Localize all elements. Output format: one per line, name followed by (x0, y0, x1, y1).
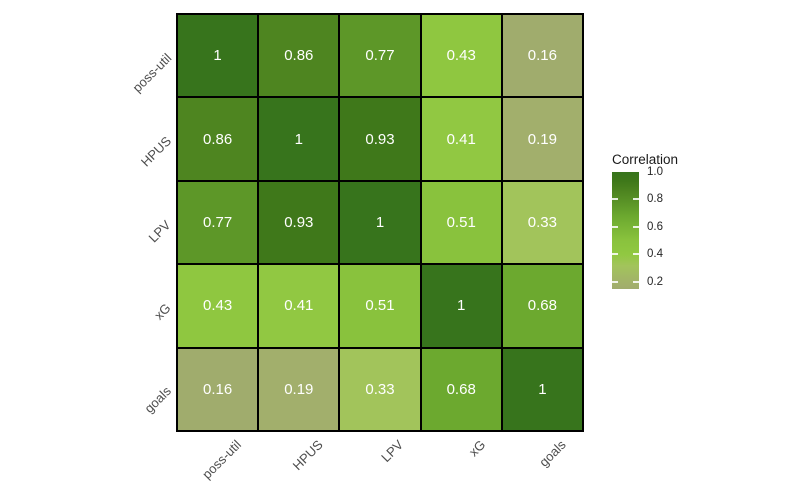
heatmap-cell-poss-util-LPV: 0.77 (340, 15, 420, 97)
cell-value: 0.68 (527, 297, 557, 315)
legend-tick-label: 0.2 (647, 275, 663, 288)
heatmap-cell-LPV-goals: 0.33 (502, 181, 582, 264)
cell-value: 0.41 (284, 297, 314, 315)
heatmap-cell-HPUS-poss-util: 0.86 (178, 98, 258, 180)
heatmap-cell-goals-HPUS: 0.19 (259, 348, 339, 430)
cell-value: 0.77 (202, 213, 233, 231)
cell-value: 0.68 (446, 380, 476, 398)
heatmap-cell-xG-goals: 0.68 (502, 265, 582, 347)
cell-value: 0.86 (284, 47, 314, 65)
cell-value: 1 (294, 130, 303, 148)
heatmap-cell-HPUS-HPUS: 1 (259, 98, 339, 180)
cell-value: 0.93 (284, 213, 314, 231)
legend-tick-mark (612, 225, 618, 228)
heatmap-grid: 1 0.86 0.77 0.43 0.16 0.86 1 0.93 0.41 0.19 0.77 0.… (176, 13, 584, 432)
cell-value: 0.43 (202, 297, 233, 315)
legend-tick-label: 0.8 (647, 193, 663, 206)
cell-value: 0.41 (446, 130, 476, 148)
heatmap-cell-HPUS-xG: 0.41 (421, 98, 501, 180)
cell-value: 0.51 (365, 297, 395, 315)
cell-value: 0.77 (365, 47, 395, 65)
legend-tick-mark (612, 253, 618, 256)
x-axis-label-HPUS: HPUS (289, 437, 326, 474)
cell-value: 1 (213, 47, 222, 65)
heatmap-cell-LPV-LPV: 1 (340, 181, 420, 264)
legend-tick-label: 0.4 (647, 248, 663, 261)
cell-value: 0.33 (527, 213, 557, 231)
x-axis-label-poss-util: poss-util (199, 437, 245, 482)
y-axis-label-xG: xG (151, 300, 174, 323)
y-axis-label-HPUS: HPUS (137, 133, 174, 170)
cell-value: 1 (375, 213, 385, 231)
y-axis-label-LPV: LPV (145, 216, 174, 245)
heatmap-cell-xG-poss-util: 0.43 (178, 265, 258, 347)
x-axis-label-LPV: LPV (378, 437, 407, 465)
x-axis-label-xG: xG (465, 437, 488, 460)
cell-value: 0.16 (202, 380, 233, 398)
heatmap-cell-xG-LPV: 0.51 (340, 265, 420, 347)
heatmap-cell-poss-util-poss-util: 1 (178, 15, 258, 97)
heatmap-cell-HPUS-goals: 0.19 (502, 98, 582, 180)
heatmap-cell-LPV-xG: 0.51 (421, 181, 501, 264)
legend-tick-label: 0.6 (647, 220, 663, 233)
cell-value: 1 (538, 380, 547, 398)
heatmap-cell-goals-LPV: 0.33 (340, 348, 420, 430)
cell-value: 0.43 (446, 47, 476, 65)
legend-tick-mark (633, 253, 639, 256)
legend-tick-mark (633, 225, 639, 228)
legend-tick-mark (633, 280, 639, 283)
cell-value: 0.33 (365, 380, 395, 398)
heatmap-cell-xG-xG: 1 (421, 265, 501, 347)
heatmap-cell-HPUS-LPV: 0.93 (340, 98, 420, 180)
cell-value: 0.51 (446, 213, 476, 231)
legend-title: Correlation (612, 152, 679, 167)
heatmap-cell-LPV-poss-util: 0.77 (178, 181, 258, 264)
cell-value: 1 (457, 297, 466, 315)
legend-tick-mark (612, 280, 618, 283)
heatmap-cell-goals-xG: 0.68 (421, 348, 501, 430)
cell-value: 0.86 (202, 130, 233, 148)
heatmap-cell-LPV-HPUS: 0.93 (259, 181, 339, 264)
cell-value: 0.16 (527, 47, 557, 65)
y-axis-label-goals: goals (141, 383, 174, 417)
legend-colorbar (612, 172, 639, 289)
y-axis-label-poss-util: poss-util (129, 50, 174, 95)
heatmap-cell-poss-util-xG: 0.43 (421, 15, 501, 97)
legend-tick-label: 1.0 (647, 166, 663, 178)
x-axis-label-goals: goals (536, 437, 570, 470)
heatmap-cell-poss-util-HPUS: 0.86 (259, 15, 339, 97)
legend-tick-mark (612, 198, 618, 201)
legend-tick-mark (633, 198, 639, 201)
heatmap-cell-goals-poss-util: 0.16 (178, 348, 258, 430)
heatmap-cell-poss-util-goals: 0.16 (502, 15, 582, 97)
cell-value: 0.19 (284, 380, 314, 398)
heatmap-cell-xG-HPUS: 0.41 (259, 265, 339, 347)
cell-value: 0.19 (527, 130, 557, 148)
heatmap-cell-goals-goals: 1 (502, 348, 582, 430)
cell-value: 0.93 (365, 130, 395, 148)
